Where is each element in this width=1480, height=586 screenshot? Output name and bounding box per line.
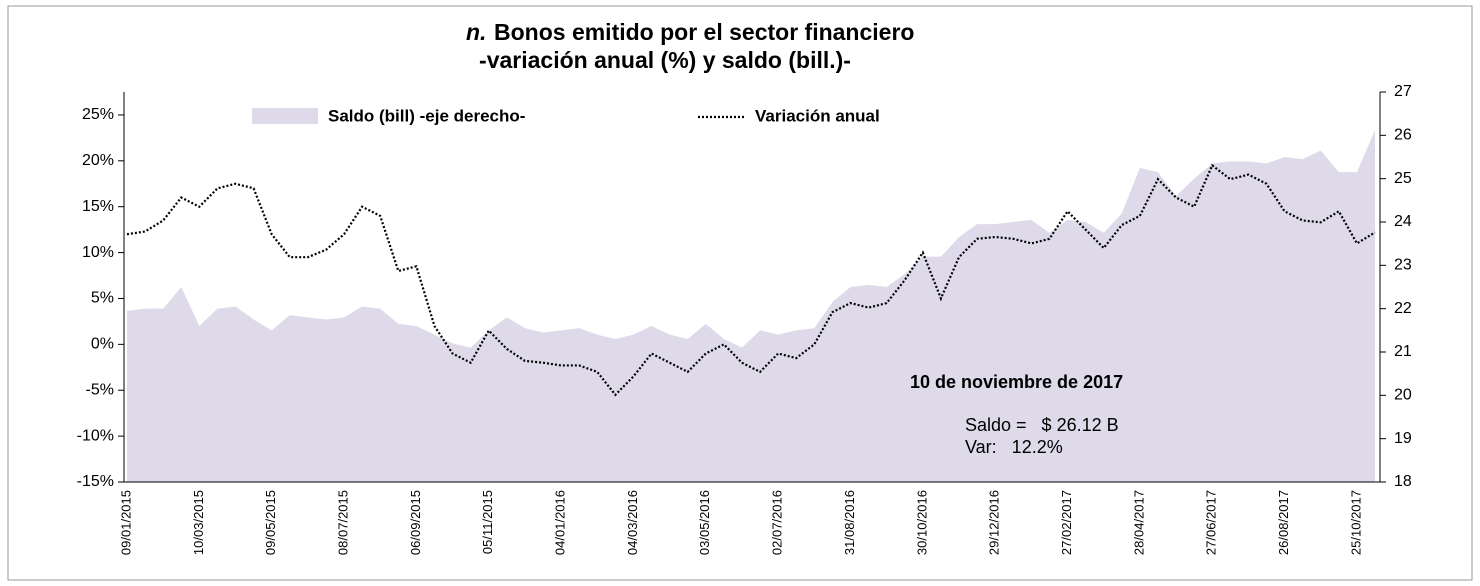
y2-tick-label: 25 xyxy=(1394,170,1412,187)
legend-label: Variación anual xyxy=(755,106,880,125)
x-tick-label: 02/07/2016 xyxy=(770,490,785,555)
x-tick-label: 03/05/2016 xyxy=(697,490,712,555)
x-tick-label: 27/02/2017 xyxy=(1059,490,1074,555)
x-tick-label: 05/11/2015 xyxy=(480,490,495,554)
y2-tick-label: 18 xyxy=(1394,473,1412,490)
chart-title-label: n. xyxy=(466,19,486,45)
x-tick-label: 29/12/2016 xyxy=(987,490,1002,555)
plot xyxy=(126,130,1376,482)
x-tick-label: 28/04/2017 xyxy=(1131,490,1146,555)
x-tick-label: 27/06/2017 xyxy=(1204,490,1219,555)
annotation: Saldo = $ 26.12 B xyxy=(965,415,1119,435)
x-tick-label: 31/08/2016 xyxy=(842,490,857,555)
y-tick-label: 15% xyxy=(82,198,114,215)
x-tick-label: 08/07/2015 xyxy=(335,490,350,555)
x-tick-label: 25/10/2017 xyxy=(1348,490,1363,555)
x-tick-label: 09/05/2015 xyxy=(263,490,278,555)
y2-tick-label: 26 xyxy=(1394,127,1412,144)
y2-tick-label: 24 xyxy=(1394,213,1412,230)
y2-tick-label: 20 xyxy=(1394,387,1412,404)
legend-swatch xyxy=(252,108,318,124)
x-tick-label: 10/03/2015 xyxy=(191,490,206,555)
y-tick-label: 20% xyxy=(82,152,114,169)
y-tick-label: 5% xyxy=(91,290,114,307)
chart-title: Bonos emitido por el sector financiero xyxy=(494,19,914,45)
y-tick-label: -15% xyxy=(77,473,114,490)
x-tick-label: 26/08/2017 xyxy=(1276,490,1291,555)
x-tick-label: 04/01/2016 xyxy=(553,490,568,555)
y2-tick-label: 27 xyxy=(1394,83,1412,100)
y-tick-label: 25% xyxy=(82,106,114,123)
y-tick-label: 0% xyxy=(91,336,114,353)
y-tick-label: -5% xyxy=(86,381,114,398)
x-tick-label: 06/09/2015 xyxy=(408,490,423,555)
x-tick-label: 09/01/2015 xyxy=(118,490,133,555)
x-tick-label: 30/10/2016 xyxy=(914,490,929,555)
y2-tick-label: 22 xyxy=(1394,300,1412,317)
y-tick-label: -10% xyxy=(77,427,114,444)
legend-label: Saldo (bill) -eje derecho- xyxy=(328,106,525,125)
annotation: Var: 12.2% xyxy=(965,437,1063,457)
area xyxy=(127,130,1375,482)
line xyxy=(126,163,1376,397)
y2-tick-label: 19 xyxy=(1394,430,1412,447)
annotation-date: 10 de noviembre de 2017 xyxy=(910,372,1123,392)
y2-tick-label: 21 xyxy=(1394,343,1412,360)
chart-subtitle: -variación anual (%) y saldo (bill.)- xyxy=(479,47,851,73)
x-tick-label: 04/03/2016 xyxy=(625,490,640,555)
y2-tick-label: 23 xyxy=(1394,257,1412,274)
y-tick-label: 10% xyxy=(82,244,114,261)
